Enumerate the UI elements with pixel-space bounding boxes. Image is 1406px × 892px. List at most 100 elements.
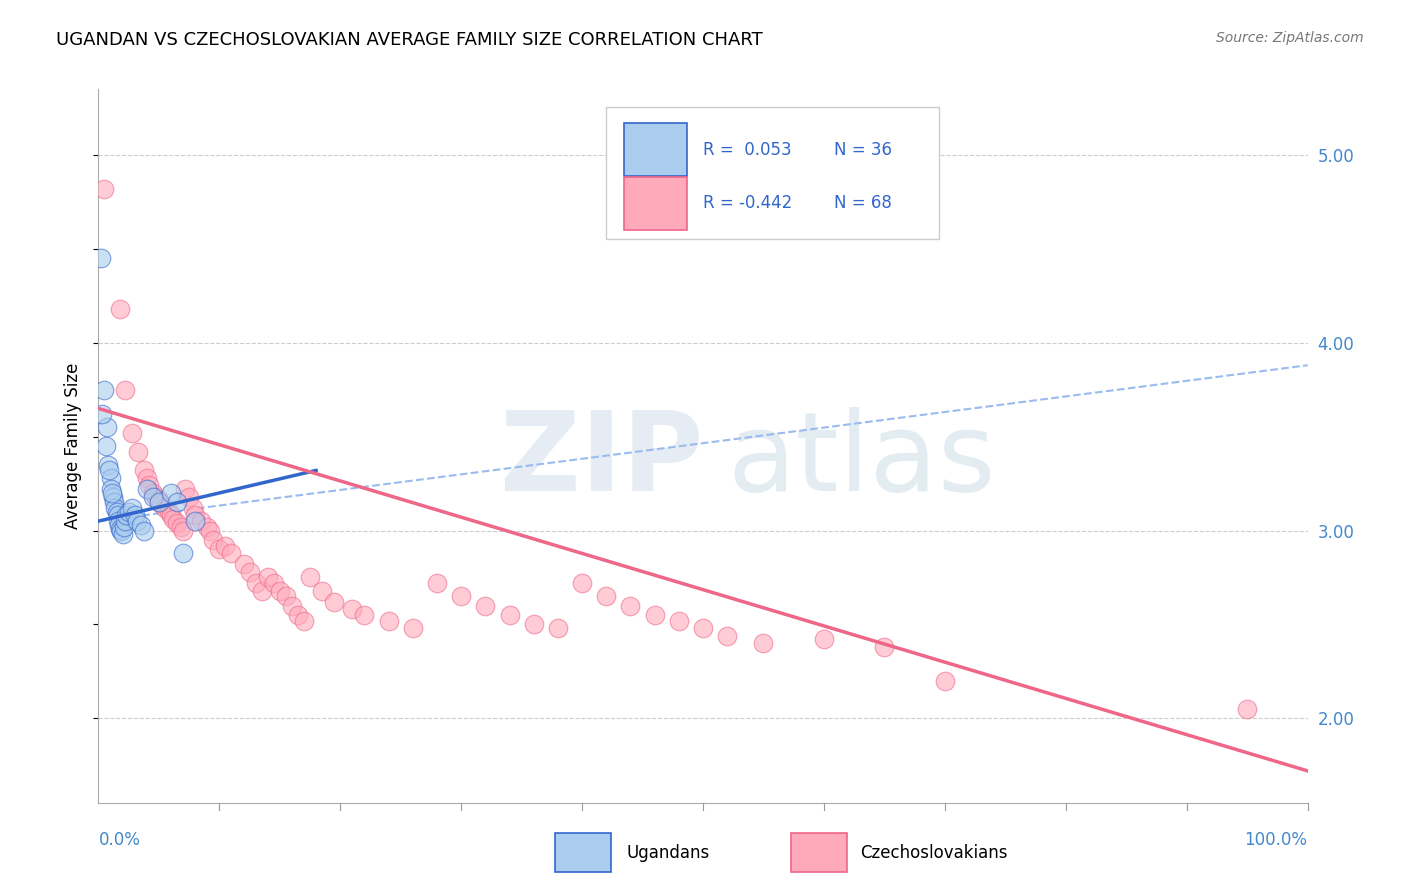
Point <box>103 495 125 509</box>
Point <box>142 490 165 504</box>
Point <box>166 495 188 509</box>
Point <box>94 439 117 453</box>
Point <box>353 607 375 622</box>
Point <box>190 514 212 528</box>
Point <box>195 520 218 534</box>
Point <box>142 486 165 500</box>
Point <box>96 420 118 434</box>
Point <box>118 505 141 519</box>
Point <box>174 482 197 496</box>
FancyBboxPatch shape <box>555 833 612 872</box>
Point <box>668 614 690 628</box>
Point <box>1236 702 1258 716</box>
Point <box>160 508 183 523</box>
Point <box>172 524 194 538</box>
Text: N = 36: N = 36 <box>834 141 891 159</box>
Text: ZIP: ZIP <box>499 407 703 514</box>
Point <box>232 558 254 572</box>
Text: Source: ZipAtlas.com: Source: ZipAtlas.com <box>1216 31 1364 45</box>
Point <box>287 607 309 622</box>
Point <box>873 640 896 654</box>
Point <box>104 500 127 515</box>
Point <box>127 444 149 458</box>
Point <box>202 533 225 547</box>
Point <box>184 508 207 523</box>
Point <box>813 632 835 647</box>
Point <box>263 576 285 591</box>
Point <box>110 524 132 538</box>
Point <box>121 425 143 440</box>
FancyBboxPatch shape <box>624 177 688 230</box>
Point <box>523 617 546 632</box>
Point <box>169 520 191 534</box>
FancyBboxPatch shape <box>624 123 688 177</box>
Point <box>160 486 183 500</box>
Text: 0.0%: 0.0% <box>98 831 141 849</box>
Point <box>716 629 738 643</box>
Point <box>377 614 399 628</box>
Point <box>269 583 291 598</box>
Point <box>166 516 188 530</box>
Point <box>256 570 278 584</box>
Point <box>100 482 122 496</box>
Point <box>135 471 157 485</box>
Point <box>127 514 149 528</box>
Point <box>571 576 593 591</box>
Point <box>129 517 152 532</box>
Point <box>157 505 180 519</box>
Point <box>98 463 121 477</box>
Point <box>108 522 131 536</box>
Point <box>145 490 167 504</box>
Point <box>619 599 641 613</box>
Point <box>281 599 304 613</box>
Point <box>172 546 194 560</box>
Point <box>97 458 120 472</box>
Point <box>179 490 201 504</box>
Point <box>239 565 262 579</box>
Point <box>100 486 122 500</box>
Point <box>134 524 156 538</box>
Point <box>402 621 425 635</box>
Text: R = -0.442: R = -0.442 <box>703 194 792 212</box>
Point <box>214 539 236 553</box>
Text: N = 68: N = 68 <box>834 194 891 212</box>
Point <box>112 520 135 534</box>
Point <box>474 599 496 613</box>
Point <box>101 490 124 504</box>
Point <box>91 407 114 421</box>
Text: 100.0%: 100.0% <box>1244 831 1308 849</box>
Text: Czechoslovakians: Czechoslovakians <box>860 844 1008 862</box>
Point <box>595 589 617 603</box>
Point <box>121 500 143 515</box>
Point <box>934 673 956 688</box>
Point <box>292 614 315 628</box>
Text: R =  0.053: R = 0.053 <box>703 141 792 159</box>
FancyBboxPatch shape <box>606 107 939 239</box>
Point <box>299 570 322 584</box>
Text: atlas: atlas <box>727 407 995 514</box>
Y-axis label: Average Family Size: Average Family Size <box>65 363 83 529</box>
Point <box>108 301 131 316</box>
Point <box>148 493 170 508</box>
Point <box>162 512 184 526</box>
Point <box>108 517 131 532</box>
Point <box>138 478 160 492</box>
Point <box>105 505 128 519</box>
Point <box>93 182 115 196</box>
Point <box>181 500 204 515</box>
Point <box>692 621 714 635</box>
Point <box>208 542 231 557</box>
Point <box>100 471 122 485</box>
Point <box>107 508 129 523</box>
Point <box>250 583 273 598</box>
Point <box>111 527 134 541</box>
Point <box>450 589 472 603</box>
Point <box>148 495 170 509</box>
Point <box>107 514 129 528</box>
Point <box>311 583 333 598</box>
FancyBboxPatch shape <box>792 833 846 872</box>
Point <box>198 524 221 538</box>
Point <box>124 508 146 523</box>
Point <box>115 508 138 523</box>
Text: UGANDAN VS CZECHOSLOVAKIAN AVERAGE FAMILY SIZE CORRELATION CHART: UGANDAN VS CZECHOSLOVAKIAN AVERAGE FAMIL… <box>56 31 763 49</box>
